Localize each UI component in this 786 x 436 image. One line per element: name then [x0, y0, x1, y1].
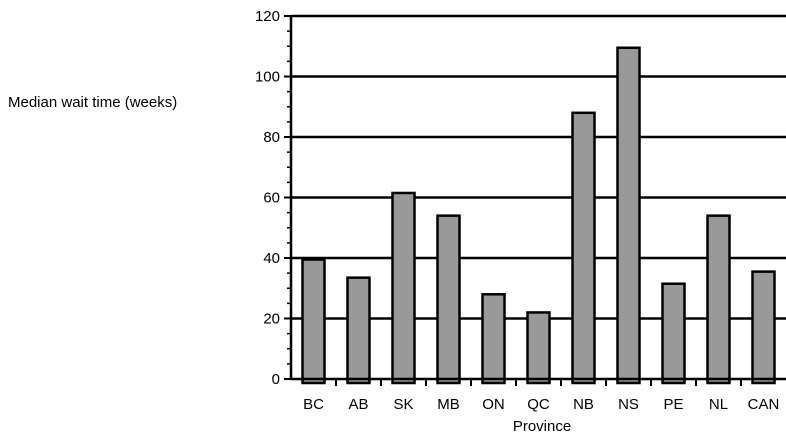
x-tick-label: NL [709, 396, 728, 413]
bar-mb [436, 214, 461, 385]
x-axis-label: Province [513, 418, 571, 435]
x-tick-label: MB [437, 396, 460, 413]
x-tick-label: SK [393, 396, 413, 413]
x-tick-label: NS [618, 396, 639, 413]
bar-nl [706, 214, 731, 385]
y-tick-label: 20 [263, 311, 280, 328]
x-tick-label: CAN [748, 396, 780, 413]
bar-bc [301, 258, 326, 385]
bars [301, 46, 776, 385]
bar-nb [571, 111, 596, 385]
x-tick-label: AB [348, 396, 368, 413]
y-tick-label: 0 [272, 371, 280, 388]
y-tick-label: 80 [263, 129, 280, 146]
bar-can [751, 270, 776, 385]
x-tick-label: BC [303, 396, 324, 413]
y-tick-label: 100 [255, 69, 280, 86]
bar-on [481, 293, 506, 385]
bar-qc [526, 311, 551, 385]
axes [284, 15, 786, 386]
bar-ns [616, 46, 641, 385]
y-axis-label: Median wait time (weeks) [8, 94, 178, 111]
y-tick-label: 60 [263, 190, 280, 207]
x-tick-label: PE [663, 396, 683, 413]
x-tick-label: NB [573, 396, 594, 413]
x-tick-label: ON [482, 396, 505, 413]
y-tick-label: 40 [263, 250, 280, 267]
bar-sk [391, 191, 416, 385]
x-tick-label: QC [527, 396, 550, 413]
tick-labels: 0 20 40 60 80 100 120 BC AB SK MB ON QC NB NS PE NL CAN [255, 8, 779, 413]
y-tick-label: 120 [255, 8, 280, 25]
bar-pe [661, 282, 686, 385]
bar-ab [346, 276, 371, 385]
